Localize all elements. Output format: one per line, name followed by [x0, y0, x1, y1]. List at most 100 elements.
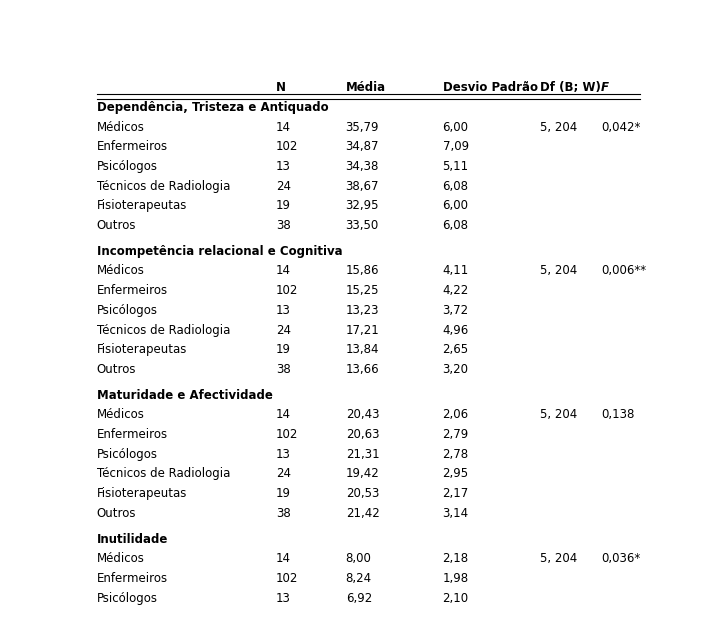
Text: 19,42: 19,42: [346, 467, 380, 481]
Text: Outros: Outros: [96, 363, 136, 376]
Text: 4,96: 4,96: [443, 324, 469, 337]
Text: F: F: [601, 81, 609, 94]
Text: 0,138: 0,138: [601, 408, 634, 421]
Text: 5, 204: 5, 204: [539, 120, 577, 134]
Text: 2,95: 2,95: [443, 467, 469, 481]
Text: 2,18: 2,18: [443, 552, 469, 565]
Text: 3,14: 3,14: [443, 507, 469, 520]
Text: 38: 38: [276, 219, 290, 232]
Text: Fisioterapeutas: Fisioterapeutas: [96, 343, 187, 356]
Text: 24: 24: [276, 324, 291, 337]
Text: 6,00: 6,00: [443, 120, 469, 134]
Text: 38: 38: [276, 507, 290, 520]
Text: 19: 19: [276, 343, 291, 356]
Text: 102: 102: [276, 428, 298, 441]
Text: 20,43: 20,43: [346, 408, 379, 421]
Text: 15,86: 15,86: [346, 264, 379, 278]
Text: 19: 19: [276, 200, 291, 212]
Text: 3,20: 3,20: [443, 363, 469, 376]
Text: 13,66: 13,66: [346, 363, 379, 376]
Text: 17,21: 17,21: [346, 324, 380, 337]
Text: 13: 13: [276, 592, 291, 605]
Text: 33,50: 33,50: [346, 219, 379, 232]
Text: 6,92: 6,92: [346, 592, 372, 605]
Text: 13: 13: [276, 304, 291, 317]
Text: 6,00: 6,00: [443, 200, 469, 212]
Text: 6,08: 6,08: [443, 219, 469, 232]
Text: 38: 38: [276, 363, 290, 376]
Text: 14: 14: [276, 120, 291, 134]
Text: 13: 13: [276, 160, 291, 173]
Text: 2,65: 2,65: [443, 343, 469, 356]
Text: 5, 204: 5, 204: [539, 552, 577, 565]
Text: 1,98: 1,98: [443, 572, 469, 585]
Text: Técnicos de Radiologia: Técnicos de Radiologia: [96, 180, 230, 193]
Text: Fisioterapeutas: Fisioterapeutas: [96, 200, 187, 212]
Text: 13: 13: [276, 448, 291, 461]
Text: 20,63: 20,63: [346, 428, 379, 441]
Text: Psicólogos: Psicólogos: [96, 160, 157, 173]
Text: 19: 19: [276, 487, 291, 500]
Text: 4,22: 4,22: [443, 284, 469, 297]
Text: 14: 14: [276, 264, 291, 278]
Text: 21,42: 21,42: [346, 507, 380, 520]
Text: 2,17: 2,17: [443, 487, 469, 500]
Text: Psicólogos: Psicólogos: [96, 304, 157, 317]
Text: 5, 204: 5, 204: [539, 264, 577, 278]
Text: 5, 204: 5, 204: [539, 408, 577, 421]
Text: 102: 102: [276, 284, 298, 297]
Text: Psicólogos: Psicólogos: [96, 448, 157, 461]
Text: 24: 24: [276, 467, 291, 481]
Text: 3,72: 3,72: [443, 304, 469, 317]
Text: Médicos: Médicos: [96, 264, 145, 278]
Text: N: N: [276, 81, 286, 94]
Text: Inutilidade: Inutilidade: [96, 532, 168, 545]
Text: 6,08: 6,08: [443, 180, 469, 193]
Text: 102: 102: [276, 572, 298, 585]
Text: Outros: Outros: [96, 219, 136, 232]
Text: 15,25: 15,25: [346, 284, 379, 297]
Text: 8,00: 8,00: [346, 552, 372, 565]
Text: 0,006**: 0,006**: [601, 264, 646, 278]
Text: 0,042*: 0,042*: [601, 120, 640, 134]
Text: Técnicos de Radiologia: Técnicos de Radiologia: [96, 324, 230, 337]
Text: 34,87: 34,87: [346, 140, 379, 153]
Text: 35,79: 35,79: [346, 120, 379, 134]
Text: 38,67: 38,67: [346, 180, 379, 193]
Text: 24: 24: [276, 180, 291, 193]
Text: Incompetência relacional e Cognitiva: Incompetência relacional e Cognitiva: [96, 244, 342, 258]
Text: 102: 102: [276, 140, 298, 153]
Text: 7,09: 7,09: [443, 140, 469, 153]
Text: 14: 14: [276, 552, 291, 565]
Text: Maturidade e Afectividade: Maturidade e Afectividade: [96, 388, 273, 402]
Text: 8,24: 8,24: [346, 572, 372, 585]
Text: 5,11: 5,11: [443, 160, 469, 173]
Text: Fisioterapeutas: Fisioterapeutas: [96, 487, 187, 500]
Text: Outros: Outros: [96, 507, 136, 520]
Text: Enfermeiros: Enfermeiros: [96, 572, 168, 585]
Text: 2,10: 2,10: [443, 592, 469, 605]
Text: 20,53: 20,53: [346, 487, 379, 500]
Text: Psicólogos: Psicólogos: [96, 592, 157, 605]
Text: 2,78: 2,78: [443, 448, 469, 461]
Text: 32,95: 32,95: [346, 200, 379, 212]
Text: Desvio Padrão: Desvio Padrão: [443, 81, 538, 94]
Text: Médicos: Médicos: [96, 408, 145, 421]
Text: 2,06: 2,06: [443, 408, 469, 421]
Text: Enfermeiros: Enfermeiros: [96, 140, 168, 153]
Text: 13,23: 13,23: [346, 304, 379, 317]
Text: Dependência, Tristeza e Antiquado: Dependência, Tristeza e Antiquado: [96, 101, 328, 114]
Text: Média: Média: [346, 81, 386, 94]
Text: 0,036*: 0,036*: [601, 552, 640, 565]
Text: Enfermeiros: Enfermeiros: [96, 284, 168, 297]
Text: 2,79: 2,79: [443, 428, 469, 441]
Text: 13,84: 13,84: [346, 343, 379, 356]
Text: Médicos: Médicos: [96, 120, 145, 134]
Text: 34,38: 34,38: [346, 160, 379, 173]
Text: Df (B; W): Df (B; W): [539, 81, 600, 94]
Text: 14: 14: [276, 408, 291, 421]
Text: 4,11: 4,11: [443, 264, 469, 278]
Text: Enfermeiros: Enfermeiros: [96, 428, 168, 441]
Text: Médicos: Médicos: [96, 552, 145, 565]
Text: 21,31: 21,31: [346, 448, 379, 461]
